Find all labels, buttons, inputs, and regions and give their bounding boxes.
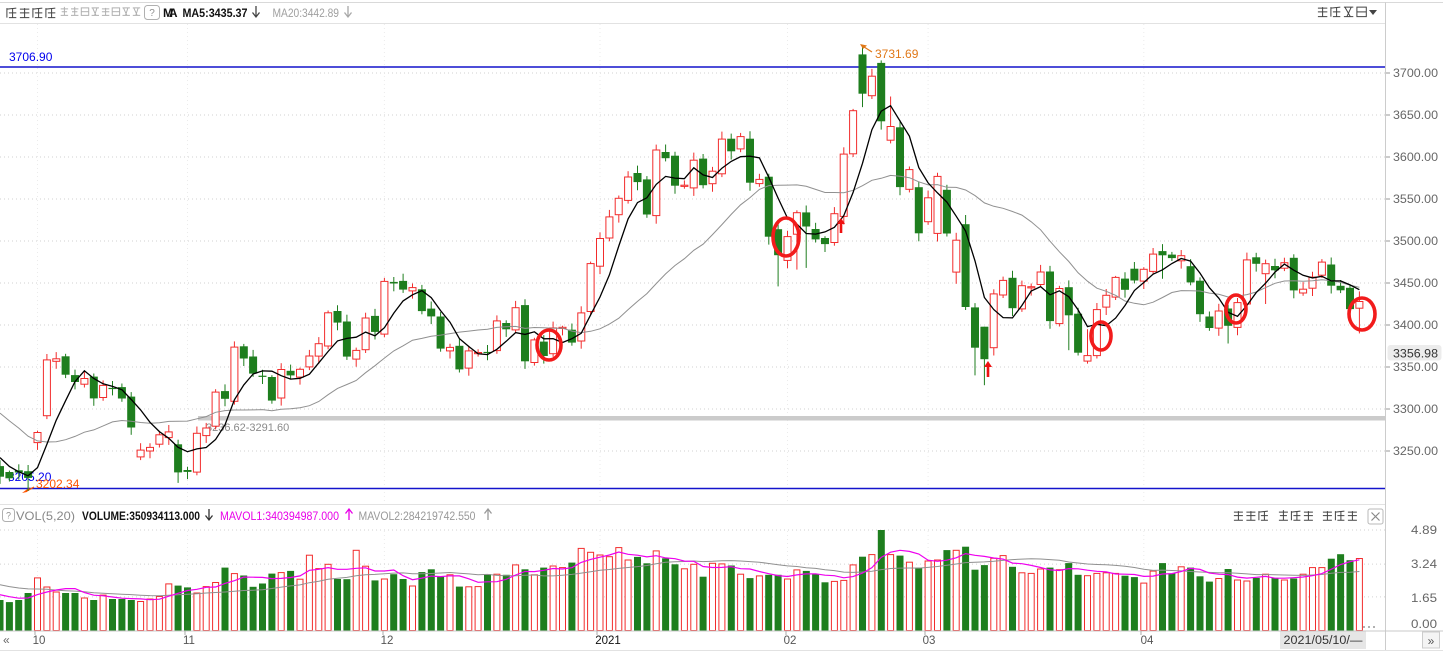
svg-text:2021/05/10/—: 2021/05/10/—	[1284, 635, 1364, 647]
svg-text:2021: 2021	[595, 635, 621, 647]
svg-text:12: 12	[381, 635, 394, 647]
svg-text:3350.00: 3350.00	[1393, 362, 1438, 374]
svg-text:VOLUME:350934113.000: VOLUME:350934113.000	[82, 509, 200, 523]
svg-text:03: 03	[923, 635, 936, 647]
svg-text:11: 11	[183, 635, 195, 647]
svg-text:3600.00: 3600.00	[1393, 152, 1438, 164]
svg-text:3300.00: 3300.00	[1393, 404, 1438, 416]
svg-text:10: 10	[33, 635, 46, 647]
svg-text:3356.98: 3356.98	[1393, 349, 1438, 361]
svg-text:«: «	[3, 633, 10, 647]
svg-text:3202.34: 3202.34	[36, 477, 80, 491]
svg-text:?: ?	[6, 511, 11, 521]
svg-text:3731.69: 3731.69	[875, 47, 919, 61]
svg-text:3250.00: 3250.00	[1393, 446, 1438, 458]
svg-text:02: 02	[784, 635, 797, 647]
svg-text:MA: MA	[163, 6, 178, 20]
svg-text:MAVOL2:284219742.550: MAVOL2:284219742.550	[359, 509, 476, 523]
svg-text:3400.00: 3400.00	[1393, 320, 1438, 332]
svg-text:»: »	[1428, 634, 1435, 648]
svg-text:3500.00: 3500.00	[1393, 236, 1438, 248]
svg-text:3650.00: 3650.00	[1393, 110, 1438, 122]
svg-text:3450.00: 3450.00	[1393, 278, 1438, 290]
svg-text:VOL(5,20): VOL(5,20)	[16, 509, 75, 523]
svg-text:04: 04	[1141, 635, 1154, 647]
svg-text:3550.00: 3550.00	[1393, 194, 1438, 206]
svg-text:1.65: 1.65	[1411, 593, 1437, 605]
svg-text:?: ?	[149, 8, 155, 19]
svg-text:3706.90: 3706.90	[9, 50, 53, 64]
svg-text:MA20:3442.89: MA20:3442.89	[273, 6, 340, 20]
svg-text:4.89: 4.89	[1411, 525, 1437, 537]
svg-text:3.24: 3.24	[1411, 559, 1438, 571]
svg-text:0.00: 0.00	[1411, 619, 1437, 631]
svg-text:3236.62-3291.60: 3236.62-3291.60	[206, 422, 289, 434]
svg-text:3700.00: 3700.00	[1393, 68, 1438, 80]
svg-text:MA5:3435.37: MA5:3435.37	[183, 6, 248, 20]
svg-text:MAVOL1:340394987.000: MAVOL1:340394987.000	[220, 509, 339, 523]
